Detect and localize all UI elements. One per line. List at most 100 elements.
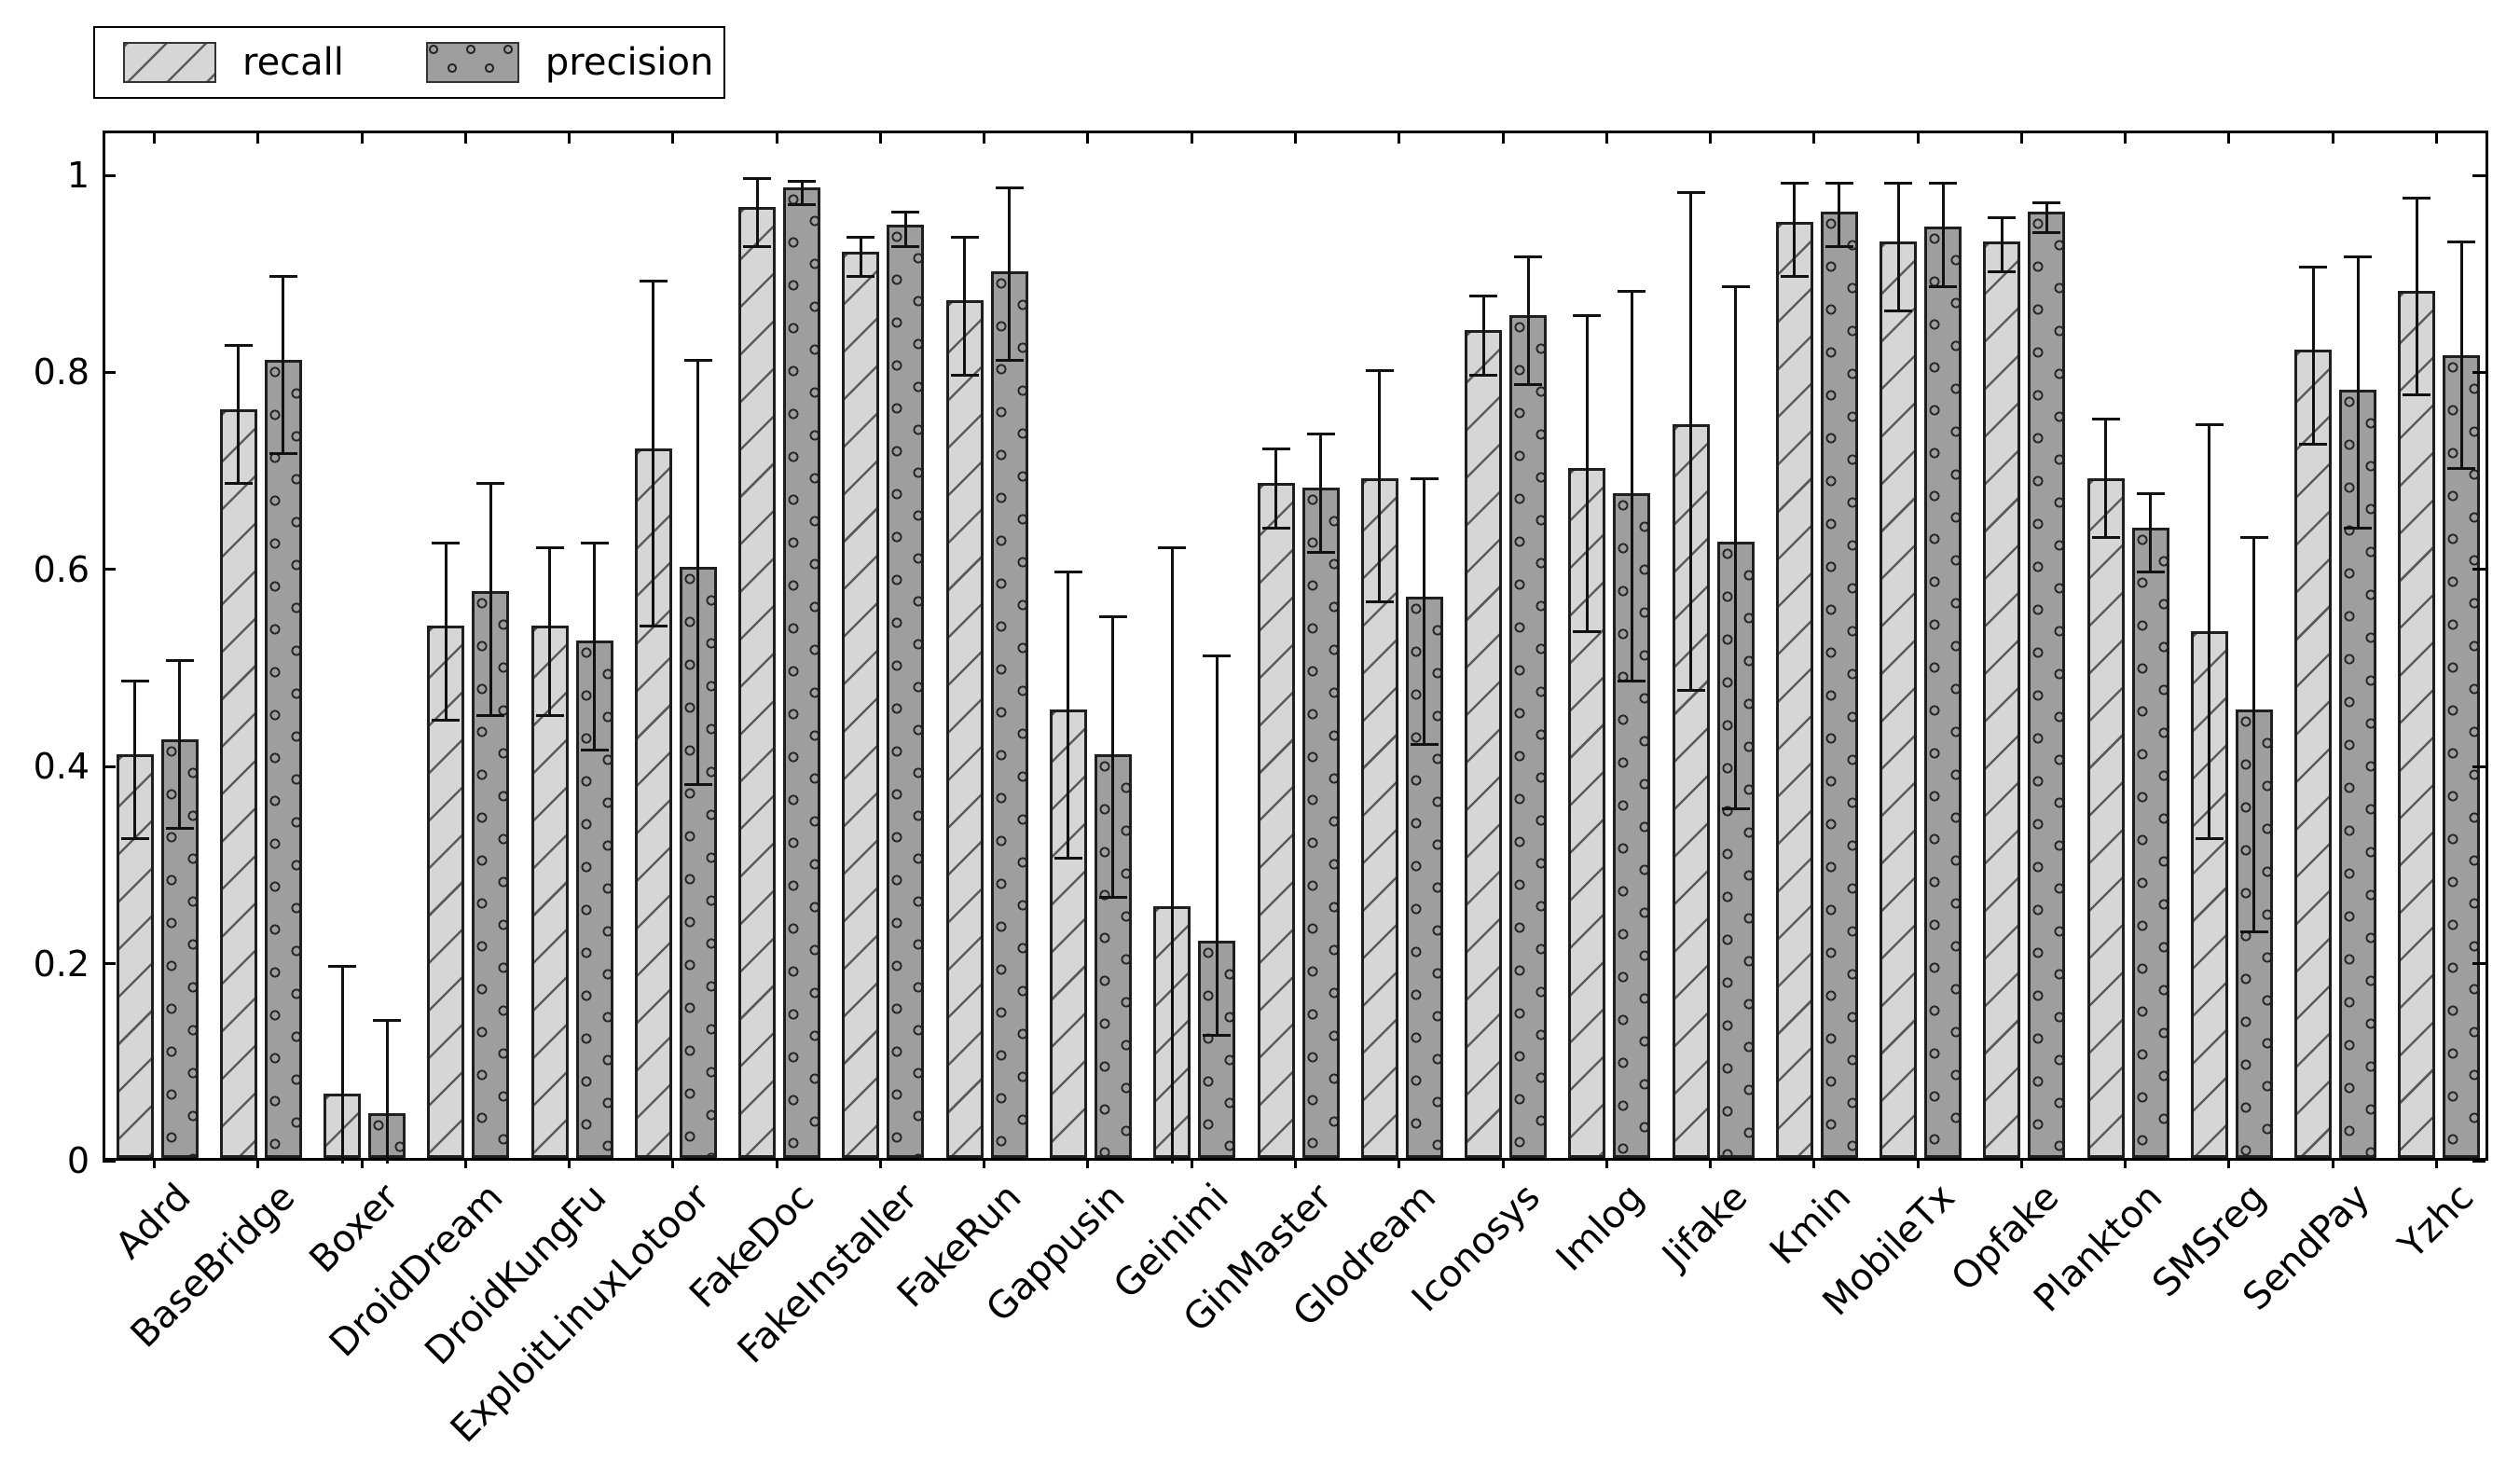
error-bar-cap [165, 659, 194, 663]
error-bar-cap [1306, 551, 1335, 555]
error-bar [1838, 183, 1841, 247]
error-bar-cap [2032, 200, 2061, 204]
error-bar-cap [432, 718, 461, 722]
error-bar-cap [2403, 196, 2431, 200]
recall-bar [2398, 290, 2436, 1158]
error-bar-cap [2299, 265, 2328, 269]
error-bar [652, 281, 655, 627]
error-bar [444, 543, 448, 721]
error-bar [1008, 187, 1012, 361]
error-bar-cap [2299, 442, 2328, 446]
error-bar-cap [224, 482, 253, 486]
error-bar [1689, 192, 1693, 691]
error-bar-cap [743, 176, 772, 180]
error-bar-cap [1618, 290, 1646, 294]
error-bar [1941, 183, 1945, 287]
recall-bar [1775, 221, 1813, 1158]
error-bar-cap [995, 359, 1024, 363]
x-tick-mark-top [1916, 131, 1920, 144]
error-bar-cap [373, 1019, 402, 1023]
x-tick-mark [1398, 1161, 1401, 1168]
error-bar [1067, 572, 1070, 859]
error-bar [178, 660, 182, 829]
error-bar-cap [1884, 310, 1913, 313]
error-bar-cap [120, 679, 149, 682]
precision-swatch-icon [425, 42, 519, 83]
precision-bar [1509, 315, 1548, 1158]
error-bar-cap [1618, 679, 1646, 682]
error-bar [133, 681, 137, 839]
error-bar [340, 966, 344, 1164]
error-bar-cap [269, 275, 297, 279]
error-bar-cap [580, 748, 609, 751]
error-bar [2104, 419, 2108, 538]
error-bar-cap [224, 344, 253, 348]
error-bar [859, 237, 862, 277]
error-bar-cap [1780, 275, 1809, 279]
x-tick-mark [2124, 1161, 2128, 1168]
error-bar-cap [1365, 368, 1394, 372]
error-bar-cap [1929, 181, 1958, 185]
y-tick-mark [103, 568, 116, 572]
x-tick-mark [360, 1161, 364, 1168]
error-bar [1111, 616, 1115, 898]
x-tick-label: Kmin [1761, 1176, 1860, 1274]
x-tick-mark [775, 1161, 778, 1168]
x-tick-mark-top [775, 131, 778, 144]
error-bar-cap [891, 245, 920, 249]
recall-swatch-icon [123, 42, 216, 83]
y-tick-mark [2472, 765, 2486, 768]
error-bar [1526, 256, 1530, 385]
error-bar-cap [1306, 433, 1335, 436]
legend-label-recall: recall [242, 41, 344, 84]
x-tick-mark [878, 1161, 882, 1168]
error-bar-cap [2447, 241, 2476, 244]
precision-bar [1301, 488, 1340, 1158]
x-tick-mark-top [671, 131, 675, 144]
precision-bar [2131, 527, 2169, 1158]
error-bar-cap [2136, 571, 2165, 574]
error-bar-cap [2239, 536, 2268, 540]
x-tick-mark [256, 1161, 260, 1168]
error-bar-cap [1721, 806, 1750, 810]
x-tick-mark [1604, 1161, 1608, 1168]
error-bar-cap [639, 280, 668, 283]
recall-bar [945, 300, 984, 1158]
legend-label-precision: precision [544, 41, 714, 84]
recall-bar [842, 251, 880, 1158]
error-bar-cap [1261, 448, 1290, 451]
precision-bar [575, 641, 613, 1158]
error-bar-cap [1469, 373, 1498, 377]
error-bar-cap [1053, 856, 1082, 860]
error-bar-cap [1469, 295, 1498, 298]
error-bar-cap [1884, 181, 1913, 185]
recall-bar [1257, 482, 1295, 1158]
precision-bar [887, 225, 925, 1158]
x-tick-mark-top [878, 131, 882, 144]
error-bar [2415, 198, 2418, 395]
recall-bar [738, 207, 777, 1158]
x-tick-mark-top [2124, 131, 2128, 144]
x-tick-mark-top [1086, 131, 1090, 144]
x-tick-mark [1812, 1161, 1816, 1168]
error-bar-cap [2195, 422, 2224, 426]
error-bar-cap [950, 373, 979, 377]
x-tick-mark-top [2019, 131, 2023, 144]
error-bar-cap [1203, 654, 1232, 658]
y-tick-mark [103, 370, 116, 374]
error-bar-cap [847, 235, 875, 239]
error-bar-cap [2032, 230, 2061, 234]
error-bar [1630, 291, 1633, 682]
error-bar [282, 276, 285, 454]
x-tick-mark [1294, 1161, 1297, 1168]
recall-bar [2294, 350, 2333, 1158]
error-bar-cap [535, 713, 564, 717]
error-bar [2149, 493, 2153, 572]
y-tick-label: 0 [66, 1140, 90, 1181]
error-bar [593, 543, 597, 751]
error-bar-cap [2091, 536, 2120, 540]
error-bar [237, 345, 241, 484]
x-tick-mark-top [1190, 131, 1193, 144]
x-tick-label: Imlog [1548, 1176, 1652, 1280]
x-tick-mark [2331, 1161, 2334, 1168]
